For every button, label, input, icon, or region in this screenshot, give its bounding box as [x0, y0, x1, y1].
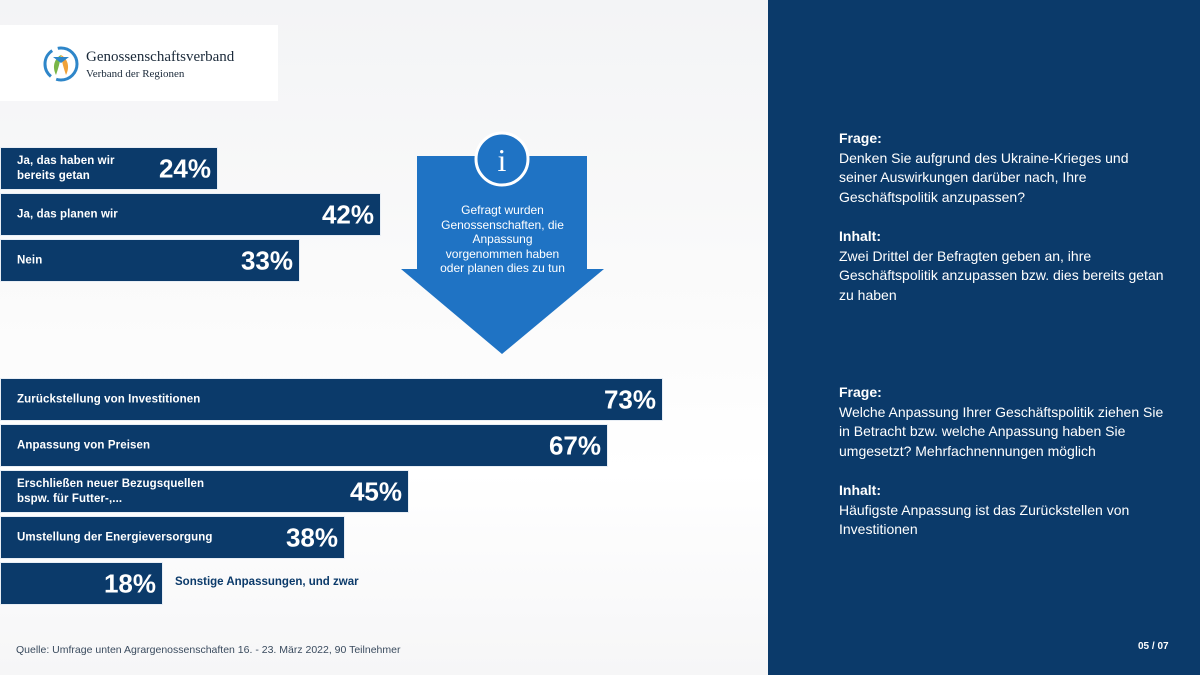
bar: 67% Anpassung von Preisen — [0, 424, 608, 467]
source-note: Quelle: Umfrage unten Agrargenossenschaf… — [16, 644, 401, 656]
bar-value-label: 67% — [548, 430, 601, 460]
question-1-text: Denken Sie aufgrund des Ukraine-Krieges … — [839, 149, 1129, 205]
question-block-1: Frage: Denken Sie aufgrund des Ukraine-K… — [839, 129, 1169, 305]
bar-value-label: 33% — [240, 245, 293, 275]
bar-category-label: Ja, das planen wir — [17, 208, 118, 220]
bar-category-label: Zurückstellung von Investitionen — [17, 393, 201, 405]
info-arrow-text: Gefragt wurden Genossenschaften, die Anp… — [440, 203, 565, 275]
bar-value-label: 18% — [103, 568, 156, 598]
content-1-text: Zwei Drittel der Befragten geben an, ihr… — [839, 247, 1164, 303]
bar-category-label: Sonstige Anpassungen, und zwar — [175, 575, 359, 588]
bar: 73% Zurückstellung von Investitionen — [0, 378, 663, 421]
bar-value-label: 38% — [285, 522, 338, 552]
question-block-2: Frage: Welche Anpassung Ihrer Geschäftsp… — [839, 383, 1169, 540]
content-1-heading: Inhalt: — [839, 228, 881, 244]
svg-text:i: i — [498, 142, 507, 178]
bar-category-label: Anpassung von Preisen — [17, 439, 151, 451]
bar-category-label: Erschließen neuer Bezugsquellen bspw. fü… — [17, 477, 205, 505]
bar: 18% — [0, 562, 163, 605]
bar-category-label: Ja, das haben wir bereits getan — [17, 154, 115, 182]
bar: 45% Erschließen neuer Bezugsquellen bspw.… — [0, 470, 409, 513]
content-2-heading: Inhalt: — [839, 482, 881, 498]
question-2-text: Welche Anpassung Ihrer Geschäftspolitik … — [839, 403, 1164, 459]
chart-area: Genossenschaftsverband Verband der Regio… — [0, 0, 768, 675]
bar-value-label: 42% — [321, 199, 374, 229]
bar-category-label: Umstellung der Energieversorgung — [17, 531, 213, 543]
bar-value-label: 24% — [158, 153, 211, 183]
question-1-heading: Frage: — [839, 130, 882, 146]
bar: 33% Nein — [0, 239, 300, 282]
question-2-heading: Frage: — [839, 384, 882, 400]
genossenschaftsverband-logo-icon — [43, 46, 79, 82]
info-icon: i — [474, 131, 530, 187]
bar-value-label: 45% — [349, 476, 402, 506]
bar: 38% Umstellung der Energieversorgung — [0, 516, 345, 559]
bar-value-label: 73% — [603, 384, 656, 414]
info-arrow — [401, 156, 604, 354]
logo-name: Genossenschaftsverband — [86, 49, 235, 65]
page-number: 05 / 07 — [1138, 641, 1169, 652]
info-panel: Frage: Denken Sie aufgrund des Ukraine-K… — [768, 0, 1200, 675]
logo-subtitle: Verband der Regionen — [86, 68, 185, 80]
content-2-text: Häufigste Anpassung ist das Zurückstelle… — [839, 501, 1130, 538]
bar: 42% Ja, das planen wir — [0, 193, 381, 236]
bar-category-label: Nein — [17, 254, 43, 266]
bar: 24% Ja, das haben wir bereits getan — [0, 147, 218, 190]
